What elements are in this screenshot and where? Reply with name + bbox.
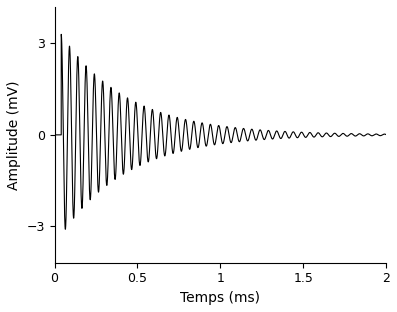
X-axis label: Temps (ms): Temps (ms) [180,291,260,305]
Y-axis label: Amplitude (mV): Amplitude (mV) [7,80,21,190]
